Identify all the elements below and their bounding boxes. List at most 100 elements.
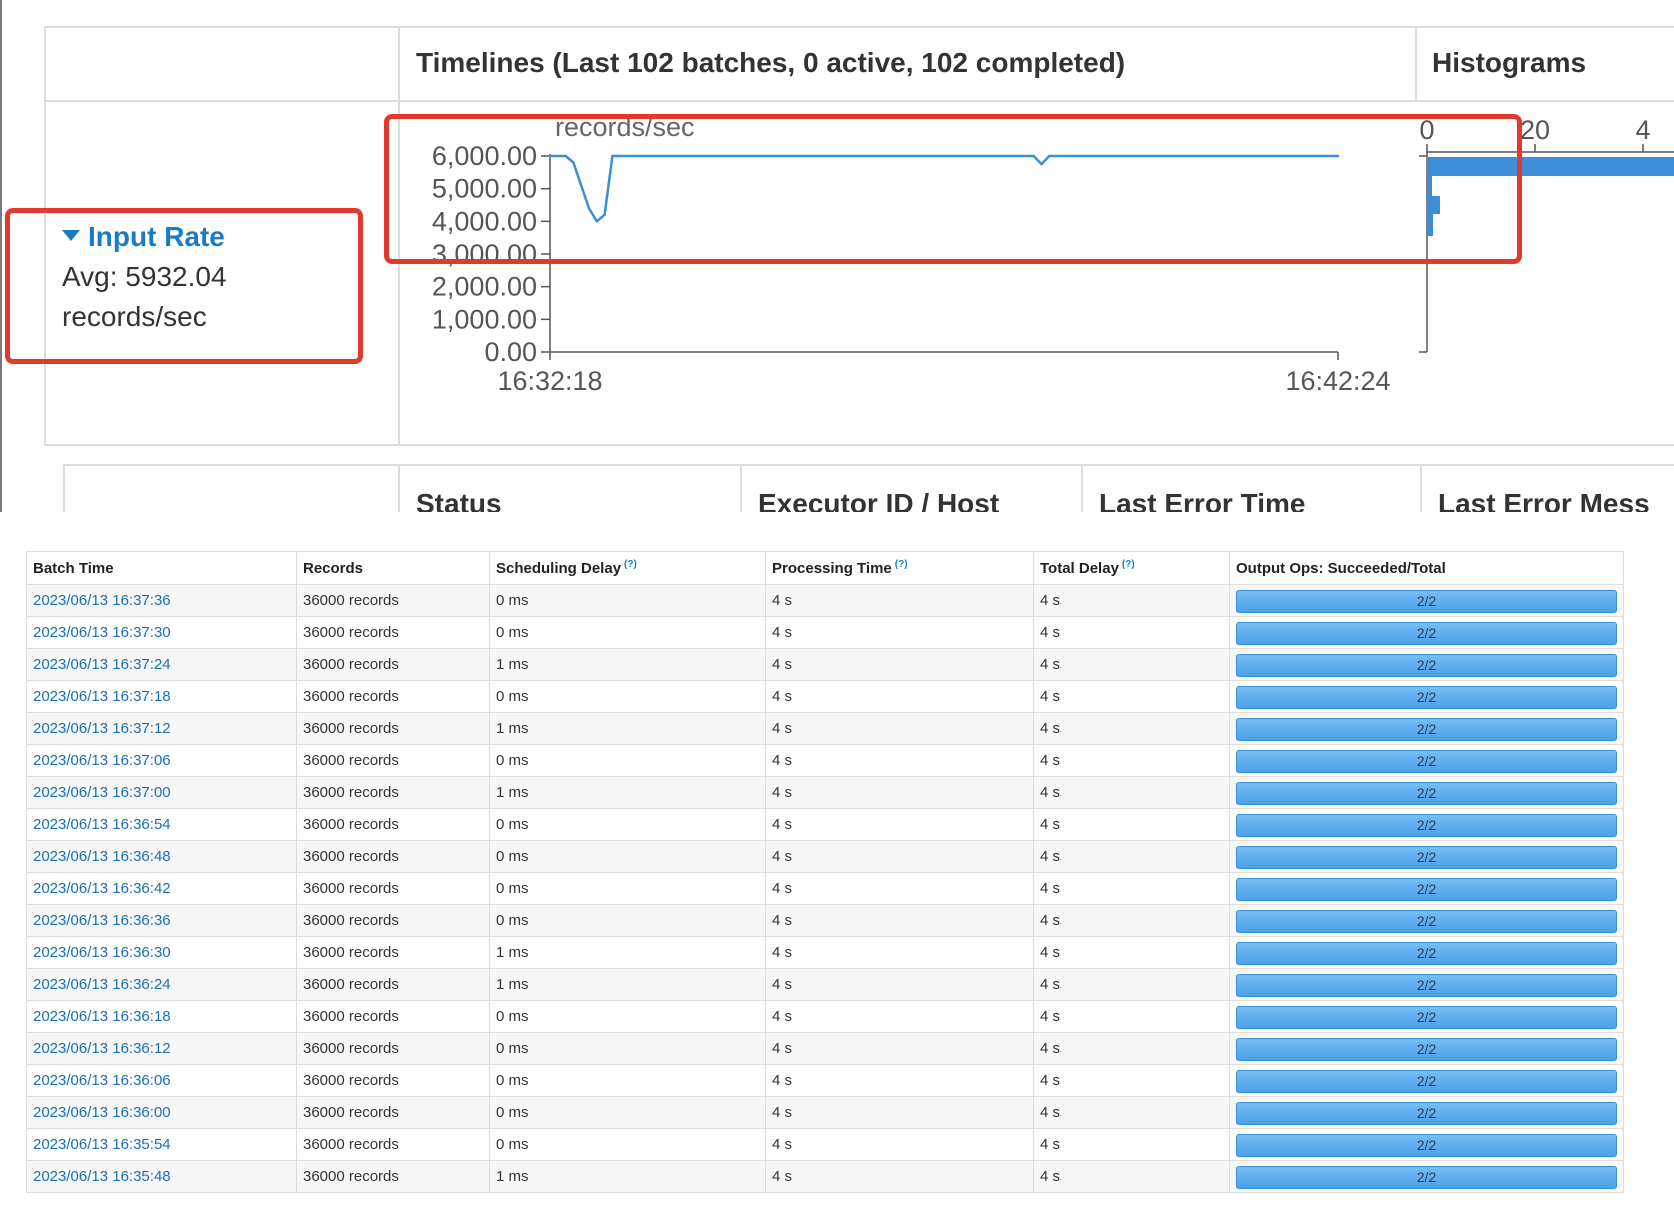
batch-time-link[interactable]: 2023/06/13 16:37:24 — [33, 656, 171, 673]
cell-processing-time: 4 s — [765, 584, 1034, 617]
timeline-y-tick-label: 2,000.00 — [432, 272, 537, 302]
input-rate-label: Input Rate — [88, 221, 225, 252]
column-header-processing-time[interactable]: Processing Time (?) — [765, 551, 1034, 585]
receivers-column-divider — [398, 464, 400, 512]
cell-records: 36000 records — [296, 648, 490, 681]
output-ops-progress-bar: 2/2 — [1236, 1133, 1617, 1157]
receivers-header-status[interactable]: Status — [416, 488, 502, 512]
batch-time-link[interactable]: 2023/06/13 16:36:30 — [33, 944, 171, 961]
output-ops-progress-bar: 2/2 — [1236, 621, 1617, 645]
cell-total-delay: 4 s — [1033, 936, 1230, 969]
cell-records: 36000 records — [296, 872, 490, 905]
column-header-total-delay[interactable]: Total Delay (?) — [1033, 551, 1230, 585]
input-rate-data-point — [603, 213, 606, 216]
input-rate-data-point — [611, 154, 614, 158]
output-ops-progress-bar: 2/2 — [1236, 877, 1617, 901]
batch-time-link[interactable]: 2023/06/13 16:36:48 — [33, 848, 171, 865]
table-header-row: Batch Time Records Scheduling Delay (?) P… — [26, 551, 1624, 585]
cell-batch-time: 2023/06/13 16:37:06 — [26, 744, 297, 777]
batch-time-link[interactable]: 2023/06/13 16:37:30 — [33, 624, 171, 641]
batch-time-link[interactable]: 2023/06/13 16:35:48 — [33, 1168, 171, 1185]
cell-records: 36000 records — [296, 1032, 490, 1065]
cell-total-delay: 4 s — [1033, 744, 1230, 777]
batch-time-link[interactable]: 2023/06/13 16:37:12 — [33, 720, 171, 737]
input-rate-data-point — [548, 154, 552, 158]
output-ops-progress-bar: 2/2 — [1236, 1101, 1617, 1125]
cell-output-ops: 2/2 — [1229, 648, 1624, 681]
cell-batch-time: 2023/06/13 16:36:12 — [26, 1032, 297, 1065]
cell-output-ops: 2/2 — [1229, 936, 1624, 969]
batch-time-link[interactable]: 2023/06/13 16:37:18 — [33, 688, 171, 705]
batch-time-link[interactable]: 2023/06/13 16:36:36 — [33, 912, 171, 929]
cell-output-ops: 2/2 — [1229, 1128, 1624, 1161]
column-header-batch-time[interactable]: Batch Time — [26, 551, 297, 585]
batch-time-link[interactable]: 2023/06/13 16:36:18 — [33, 1008, 171, 1025]
cell-processing-time: 4 s — [765, 936, 1034, 969]
column-header-records[interactable]: Records — [296, 551, 490, 585]
batch-time-link[interactable]: 2023/06/13 16:36:06 — [33, 1072, 171, 1089]
batch-time-link[interactable]: 2023/06/13 16:36:12 — [33, 1040, 171, 1057]
batch-time-link[interactable]: 2023/06/13 16:36:24 — [33, 976, 171, 993]
batch-time-link[interactable]: 2023/06/13 16:36:00 — [33, 1104, 171, 1121]
cell-batch-time: 2023/06/13 16:36:54 — [26, 808, 297, 841]
cell-total-delay: 4 s — [1033, 712, 1230, 745]
cell-scheduling-delay: 0 ms — [489, 1128, 766, 1161]
help-icon[interactable]: (?) — [624, 559, 637, 570]
cell-records: 36000 records — [296, 1160, 490, 1193]
left-border — [0, 0, 2, 512]
cell-scheduling-delay: 0 ms — [489, 744, 766, 777]
cell-total-delay: 4 s — [1033, 1128, 1230, 1161]
input-rate-data-point — [1040, 162, 1043, 166]
batch-time-link[interactable]: 2023/06/13 16:36:42 — [33, 880, 171, 897]
receivers-column-divider — [1081, 464, 1083, 512]
cell-scheduling-delay: 0 ms — [489, 840, 766, 873]
cell-output-ops: 2/2 — [1229, 1000, 1624, 1033]
batch-time-link[interactable]: 2023/06/13 16:36:54 — [33, 816, 171, 833]
cell-batch-time: 2023/06/13 16:36:42 — [26, 872, 297, 905]
receivers-header-last-error-time[interactable]: Last Error Time — [1099, 488, 1306, 512]
input-rate-highlight-box — [5, 208, 363, 364]
cell-processing-time: 4 s — [765, 872, 1034, 905]
batch-time-link[interactable]: 2023/06/13 16:37:36 — [33, 592, 171, 609]
help-icon[interactable]: (?) — [894, 559, 908, 570]
timeline-y-tick-label: 1,000.00 — [432, 304, 537, 334]
timeline-x-tick-label: 16:42:24 — [1285, 366, 1390, 396]
receivers-header-executor[interactable]: Executor ID / Host — [758, 488, 1000, 512]
batch-time-link[interactable]: 2023/06/13 16:37:06 — [33, 752, 171, 769]
cell-total-delay: 4 s — [1033, 776, 1230, 809]
cell-batch-time: 2023/06/13 16:37:18 — [26, 680, 297, 713]
batch-time-link[interactable]: 2023/06/13 16:35:54 — [33, 1136, 171, 1153]
column-header-output-ops[interactable]: Output Ops: Succeeded/Total — [1229, 551, 1624, 585]
completed-batches-table-container: Batch Time Records Scheduling Delay (?) P… — [26, 551, 1624, 1193]
cell-scheduling-delay: 0 ms — [489, 904, 766, 937]
input-rate-cell: Input Rate Avg: 5932.04 records/sec — [62, 217, 352, 337]
cell-batch-time: 2023/06/13 16:37:30 — [26, 616, 297, 649]
column-header-scheduling-delay[interactable]: Scheduling Delay (?) — [489, 551, 766, 585]
receivers-header-last-error-message[interactable]: Last Error Mess — [1438, 488, 1650, 512]
help-icon[interactable]: (?) — [1121, 559, 1135, 570]
cell-output-ops: 2/2 — [1229, 712, 1624, 745]
batch-time-link[interactable]: 2023/06/13 16:37:00 — [33, 784, 171, 801]
input-rate-toggle[interactable]: Input Rate — [62, 217, 352, 257]
stats-table-border-bottom — [44, 444, 1674, 446]
cell-processing-time: 4 s — [765, 776, 1034, 809]
